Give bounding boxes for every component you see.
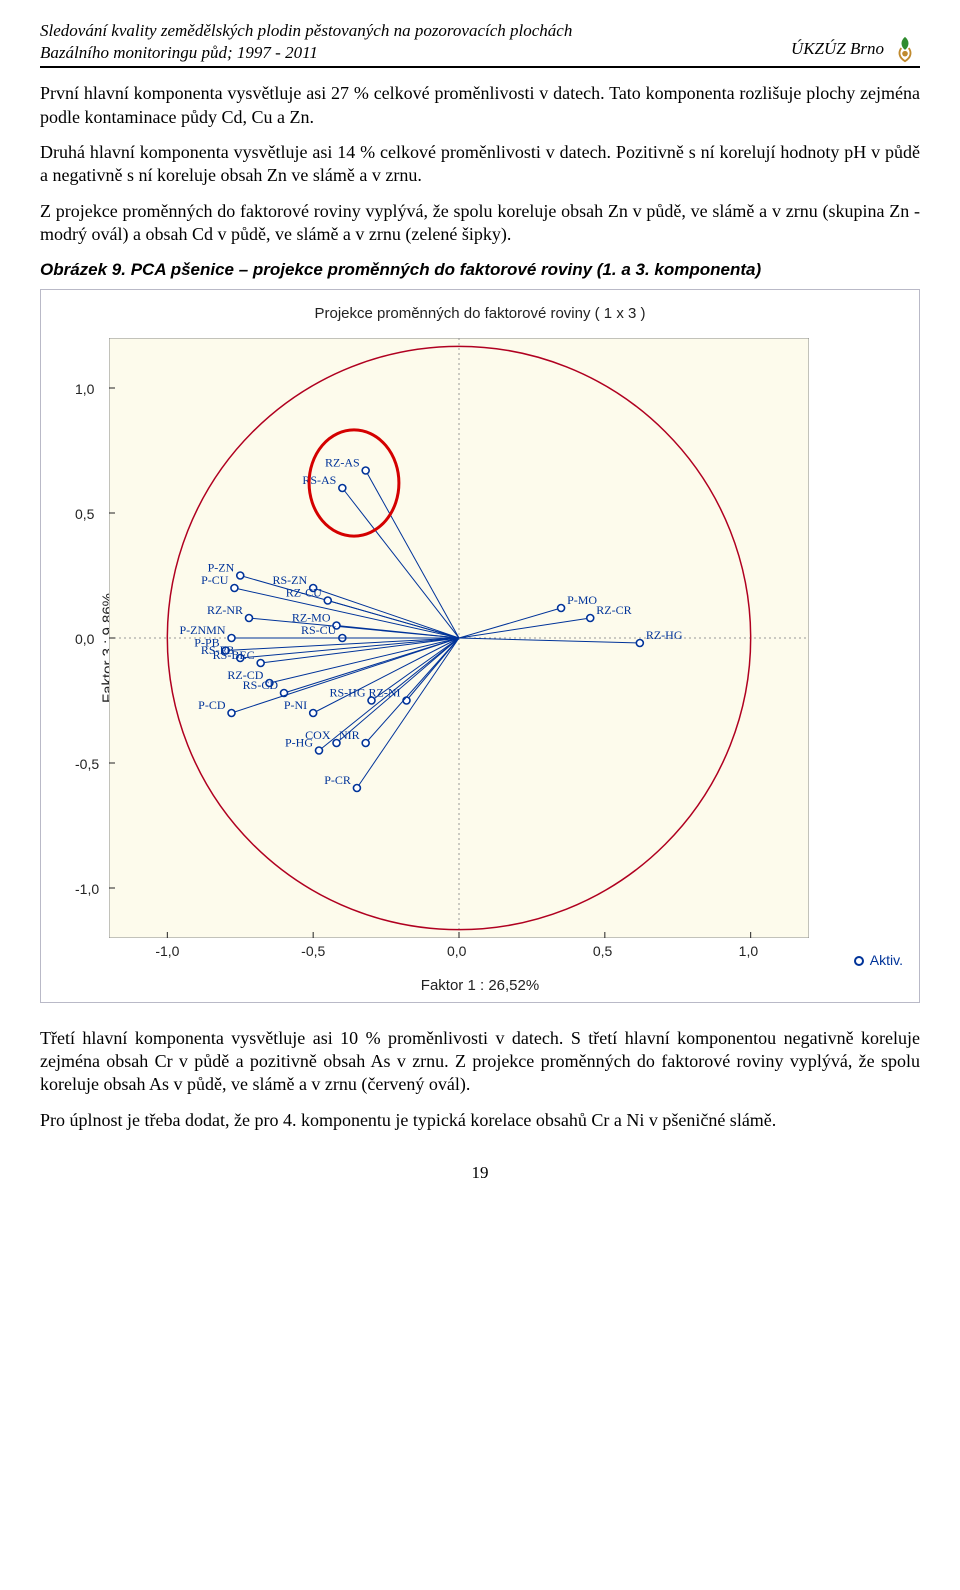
svg-text:RS-HG: RS-HG [329, 685, 365, 699]
svg-text:P-CU: P-CU [201, 573, 229, 587]
x-tick-label: -0,5 [301, 942, 325, 960]
x-tick-label: -1,0 [155, 942, 179, 960]
paragraph-2: Druhá hlavní komponenta vysvětluje asi 1… [40, 141, 920, 188]
svg-text:RZ-CU: RZ-CU [286, 585, 322, 599]
svg-text:RS-BEC: RS-BEC [213, 648, 255, 662]
header-title-line2: Bazálního monitoringu půd; 1997 - 2011 [40, 42, 572, 64]
page-number: 19 [40, 1162, 920, 1184]
x-tick-label: 0,0 [447, 942, 466, 960]
figure-caption: Obrázek 9. PCA pšenice – projekce proměn… [40, 259, 920, 281]
svg-text:P-MO: P-MO [567, 593, 597, 607]
svg-text:P-CD: P-CD [198, 698, 226, 712]
x-tick-label: 1,0 [739, 942, 758, 960]
paragraph-4: Třetí hlavní komponenta vysvětluje asi 1… [40, 1027, 920, 1097]
legend-label: Aktiv. [870, 951, 903, 969]
svg-text:NIR: NIR [339, 728, 360, 742]
header-left: Sledování kvality zemědělských plodin pě… [40, 20, 572, 64]
svg-text:P-CR: P-CR [324, 773, 351, 787]
svg-text:RS-CU: RS-CU [301, 623, 337, 637]
svg-text:RZ-NR: RZ-NR [207, 603, 243, 617]
chart-title: Projekce proměnných do faktorové roviny … [315, 304, 646, 324]
page-header: Sledování kvality zemědělských plodin pě… [40, 20, 920, 68]
y-tick-label: 0,0 [75, 630, 103, 648]
y-tick-label: -0,5 [75, 755, 103, 773]
figure-inner: Projekce proměnných do faktorové roviny … [49, 298, 911, 998]
svg-text:RZ-AS: RZ-AS [325, 455, 360, 469]
svg-text:RS-AS: RS-AS [302, 473, 336, 487]
header-title-line1: Sledování kvality zemědělských plodin pě… [40, 20, 572, 42]
x-tick-label: 0,5 [593, 942, 612, 960]
y-tick-label: 0,5 [75, 505, 103, 523]
svg-text:RS-CD: RS-CD [243, 678, 279, 692]
paragraph-3: Z projekce proměnných do faktorové rovin… [40, 200, 920, 247]
svg-text:RZ-CR: RZ-CR [596, 603, 631, 617]
figure-container: Projekce proměnných do faktorové roviny … [40, 289, 920, 1003]
pca-plot: RZ-ASRS-ASP-ZNP-CURS-ZNRZ-CURZ-NRRZ-MORS… [109, 338, 809, 938]
svg-text:RZ-HG: RZ-HG [646, 628, 683, 642]
y-tick-label: -1,0 [75, 880, 103, 898]
svg-text:P-HG: P-HG [285, 735, 313, 749]
legend-marker-icon [854, 956, 864, 966]
paragraph-5: Pro úplnost je třeba dodat, že pro 4. ko… [40, 1109, 920, 1132]
svg-text:P-NI: P-NI [284, 698, 307, 712]
legend: Aktiv. [854, 951, 903, 969]
logo-icon [890, 34, 920, 64]
x-axis-label: Faktor 1 : 26,52% [421, 976, 539, 996]
header-org: ÚKZÚZ Brno [791, 38, 884, 60]
y-tick-label: 1,0 [75, 380, 103, 398]
header-right: ÚKZÚZ Brno [791, 34, 920, 64]
paragraph-1: První hlavní komponenta vysvětluje asi 2… [40, 82, 920, 129]
